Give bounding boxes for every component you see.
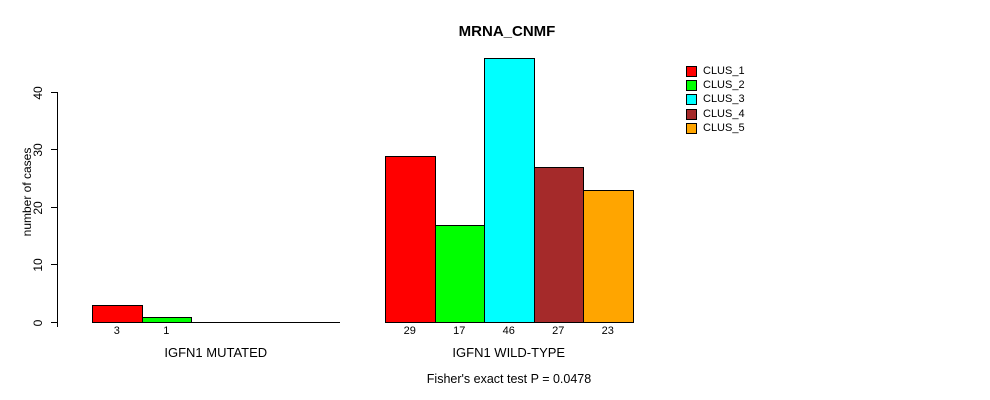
legend-row: CLUS_2: [686, 78, 745, 92]
bar: [533, 167, 584, 323]
legend-swatch: [686, 108, 697, 120]
legend-label: CLUS_3: [703, 93, 745, 106]
x-axis-line: [385, 322, 633, 323]
bar: [141, 316, 192, 323]
y-tick-label: 40: [31, 85, 45, 100]
legend-row: CLUS_5: [686, 121, 745, 135]
bar-value-label: 29: [403, 325, 416, 337]
bar-value-label: 27: [552, 325, 565, 337]
y-tick-label: 30: [31, 143, 45, 157]
legend-row: CLUS_1: [686, 64, 745, 78]
y-tick-mark: [51, 322, 57, 323]
bar-value-label: 1: [163, 325, 170, 337]
legend-swatch: [686, 122, 697, 134]
y-tick-label: 10: [31, 258, 45, 272]
legend-label: CLUS_5: [703, 121, 745, 134]
bar: [92, 305, 143, 323]
y-tick-mark: [51, 92, 57, 93]
legend-row: CLUS_4: [686, 107, 745, 121]
x-group-label: IGFN1 MUTATED: [164, 345, 268, 360]
bar-value-label: 23: [601, 325, 614, 337]
fisher-test-annotation: Fisher's exact test P = 0.0478: [426, 372, 592, 386]
y-tick-mark: [51, 149, 57, 150]
legend-row: CLUS_3: [686, 93, 745, 107]
y-tick-label: 0: [31, 319, 45, 326]
bar: [434, 224, 485, 323]
y-tick-mark: [51, 207, 57, 208]
x-group-label: IGFN1 WILD-TYPE: [452, 345, 566, 360]
legend-swatch: [686, 94, 697, 106]
legend-label: CLUS_1: [703, 64, 745, 77]
x-axis-line: [92, 322, 340, 323]
bar-value-label: 3: [113, 325, 120, 337]
y-tick-label: 20: [31, 200, 45, 215]
y-axis-line: [57, 92, 58, 327]
y-tick-mark: [51, 264, 57, 265]
legend-label: CLUS_2: [703, 78, 745, 91]
y-axis-label: number of cases: [20, 147, 34, 237]
bar-value-label: 46: [502, 325, 515, 337]
chart-title: MRNA_CNMF: [458, 23, 556, 40]
legend-swatch: [686, 79, 697, 91]
bar: [583, 190, 634, 323]
legend-label: CLUS_4: [703, 107, 745, 120]
bar: [484, 58, 535, 323]
legend-swatch: [686, 65, 697, 77]
bar-value-label: 17: [453, 325, 466, 337]
bar: [385, 155, 436, 323]
legend: CLUS_1 CLUS_2 CLUS_3 CLUS_4 CLUS_5: [686, 64, 745, 135]
